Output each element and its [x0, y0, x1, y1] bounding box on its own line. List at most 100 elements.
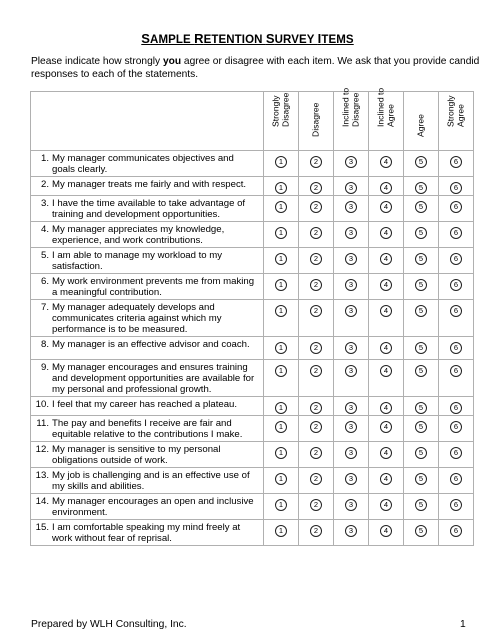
rating-option-6[interactable]: 6 — [450, 525, 462, 537]
rating-option-5[interactable]: 5 — [415, 305, 427, 317]
rating-option-6[interactable]: 6 — [450, 402, 462, 414]
rating-option-6[interactable]: 6 — [450, 499, 462, 511]
rating-cell: 5 — [403, 273, 439, 300]
rating-option-4[interactable]: 4 — [380, 305, 392, 317]
rating-option-4[interactable]: 4 — [380, 447, 392, 459]
rating-option-2[interactable]: 2 — [310, 227, 322, 239]
rating-option-2[interactable]: 2 — [310, 499, 322, 511]
rating-option-3[interactable]: 3 — [345, 525, 357, 537]
rating-option-5[interactable]: 5 — [415, 447, 427, 459]
rating-option-2[interactable]: 2 — [310, 279, 322, 291]
rating-cell: 3 — [333, 247, 369, 274]
rating-option-3[interactable]: 3 — [345, 227, 357, 239]
rating-option-1[interactable]: 1 — [275, 365, 287, 377]
rating-option-4[interactable]: 4 — [380, 227, 392, 239]
rating-cell: 4 — [368, 396, 404, 416]
rating-option-1[interactable]: 1 — [275, 447, 287, 459]
rating-option-4[interactable]: 4 — [380, 156, 392, 168]
rating-option-3[interactable]: 3 — [345, 421, 357, 433]
rating-option-6[interactable]: 6 — [450, 182, 462, 194]
rating-option-1[interactable]: 1 — [275, 227, 287, 239]
rating-option-1[interactable]: 1 — [275, 253, 287, 265]
rating-option-3[interactable]: 3 — [345, 499, 357, 511]
rating-option-6[interactable]: 6 — [450, 365, 462, 377]
rating-option-1[interactable]: 1 — [275, 156, 287, 168]
rating-option-6[interactable]: 6 — [450, 447, 462, 459]
rating-option-5[interactable]: 5 — [415, 227, 427, 239]
rating-option-3[interactable]: 3 — [345, 182, 357, 194]
rating-option-3[interactable]: 3 — [345, 253, 357, 265]
rating-option-6[interactable]: 6 — [450, 305, 462, 317]
rating-option-5[interactable]: 5 — [415, 279, 427, 291]
rating-option-4[interactable]: 4 — [380, 342, 392, 354]
rating-option-3[interactable]: 3 — [345, 473, 357, 485]
rating-option-4[interactable]: 4 — [380, 421, 392, 433]
rating-option-6[interactable]: 6 — [450, 421, 462, 433]
rating-option-1[interactable]: 1 — [275, 182, 287, 194]
rating-option-1[interactable]: 1 — [275, 201, 287, 213]
rating-option-3[interactable]: 3 — [345, 279, 357, 291]
rating-option-5[interactable]: 5 — [415, 525, 427, 537]
rating-option-4[interactable]: 4 — [380, 253, 392, 265]
rating-option-1[interactable]: 1 — [275, 499, 287, 511]
rating-option-6[interactable]: 6 — [450, 473, 462, 485]
rating-cell: 6 — [438, 195, 474, 222]
rating-option-4[interactable]: 4 — [380, 402, 392, 414]
rating-option-5[interactable]: 5 — [415, 253, 427, 265]
rating-option-5[interactable]: 5 — [415, 365, 427, 377]
rating-option-2[interactable]: 2 — [310, 402, 322, 414]
rating-cell: 2 — [298, 299, 334, 337]
rating-option-5[interactable]: 5 — [415, 473, 427, 485]
rating-option-2[interactable]: 2 — [310, 201, 322, 213]
rating-option-6[interactable]: 6 — [450, 201, 462, 213]
rating-option-1[interactable]: 1 — [275, 279, 287, 291]
rating-option-6[interactable]: 6 — [450, 279, 462, 291]
rating-option-4[interactable]: 4 — [380, 499, 392, 511]
rating-option-2[interactable]: 2 — [310, 182, 322, 194]
rating-option-2[interactable]: 2 — [310, 473, 322, 485]
rating-option-1[interactable]: 1 — [275, 305, 287, 317]
rating-option-4[interactable]: 4 — [380, 279, 392, 291]
rating-option-2[interactable]: 2 — [310, 342, 322, 354]
rating-option-3[interactable]: 3 — [345, 447, 357, 459]
rating-option-3[interactable]: 3 — [345, 201, 357, 213]
rating-option-2[interactable]: 2 — [310, 421, 322, 433]
rating-option-6[interactable]: 6 — [450, 253, 462, 265]
rating-option-1[interactable]: 1 — [275, 473, 287, 485]
item-statement: My manager appreciates my knowledge, exp… — [52, 224, 225, 246]
rating-cell: 3 — [333, 299, 369, 337]
rating-option-2[interactable]: 2 — [310, 525, 322, 537]
rating-option-4[interactable]: 4 — [380, 182, 392, 194]
rating-option-4[interactable]: 4 — [380, 525, 392, 537]
rating-cell: 5 — [403, 441, 439, 468]
rating-option-5[interactable]: 5 — [415, 421, 427, 433]
rating-option-6[interactable]: 6 — [450, 342, 462, 354]
rating-option-3[interactable]: 3 — [345, 156, 357, 168]
rating-option-1[interactable]: 1 — [275, 402, 287, 414]
rating-option-3[interactable]: 3 — [345, 305, 357, 317]
rating-option-4[interactable]: 4 — [380, 365, 392, 377]
rating-option-5[interactable]: 5 — [415, 499, 427, 511]
rating-option-2[interactable]: 2 — [310, 156, 322, 168]
rating-option-4[interactable]: 4 — [380, 473, 392, 485]
rating-option-1[interactable]: 1 — [275, 342, 287, 354]
rating-option-5[interactable]: 5 — [415, 342, 427, 354]
survey-item: 12. My manager is sensitive to my persona… — [30, 441, 264, 468]
rating-option-5[interactable]: 5 — [415, 156, 427, 168]
rating-option-1[interactable]: 1 — [275, 421, 287, 433]
rating-option-2[interactable]: 2 — [310, 447, 322, 459]
rating-option-2[interactable]: 2 — [310, 365, 322, 377]
rating-option-2[interactable]: 2 — [310, 305, 322, 317]
item-statement: My manager is an effective advisor and c… — [52, 339, 250, 350]
rating-option-5[interactable]: 5 — [415, 182, 427, 194]
rating-option-6[interactable]: 6 — [450, 227, 462, 239]
rating-option-3[interactable]: 3 — [345, 402, 357, 414]
rating-option-6[interactable]: 6 — [450, 156, 462, 168]
rating-option-5[interactable]: 5 — [415, 402, 427, 414]
rating-option-4[interactable]: 4 — [380, 201, 392, 213]
rating-option-1[interactable]: 1 — [275, 525, 287, 537]
rating-option-3[interactable]: 3 — [345, 365, 357, 377]
rating-option-3[interactable]: 3 — [345, 342, 357, 354]
rating-option-5[interactable]: 5 — [415, 201, 427, 213]
rating-option-2[interactable]: 2 — [310, 253, 322, 265]
